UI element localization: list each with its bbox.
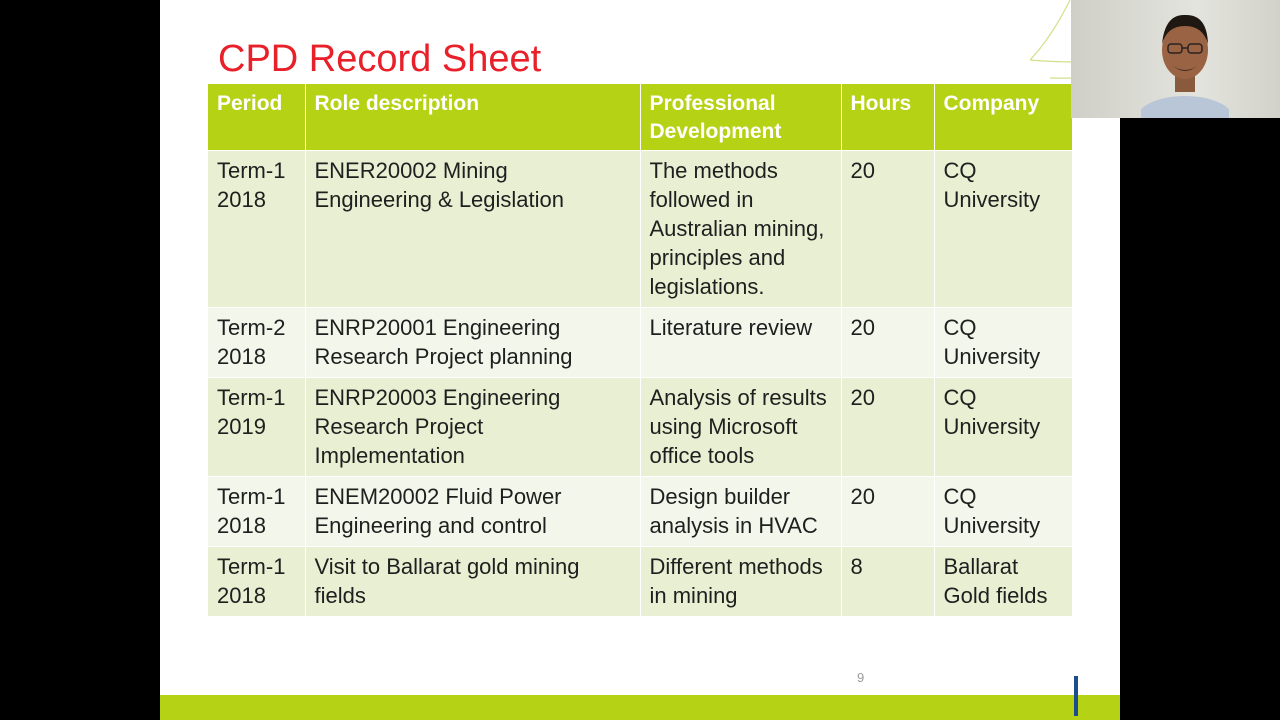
- footer-accent-bar: [160, 695, 1120, 720]
- webcam-overlay: [1071, 0, 1280, 118]
- cell-role: ENER20002 Mining Engineering & Legislati…: [305, 150, 641, 308]
- cell-company: CQ University: [934, 476, 1073, 547]
- cell-period: Term-1 2018: [208, 476, 306, 547]
- cell-period: Term-1 2018: [208, 546, 306, 617]
- table-header-row: Period Role description Professional Dev…: [208, 84, 1073, 151]
- header-hours: Hours: [841, 84, 935, 151]
- table-row: Term-1 2018 Visit to Ballarat gold minin…: [208, 546, 1073, 617]
- cell-period: Term-1 2018: [208, 150, 306, 308]
- cell-period: Term-1 2019: [208, 377, 306, 477]
- presentation-slide: CPD Record Sheet Period Role description…: [160, 0, 1120, 720]
- cell-role: ENRP20001 Engineering Research Project p…: [305, 307, 641, 378]
- cell-development: Design builder analysis in HVAC: [640, 476, 842, 547]
- cell-development: Analysis of results using Microsoft offi…: [640, 377, 842, 477]
- slide-page-number: 9: [857, 670, 865, 685]
- cell-role: Visit to Ballarat gold mining fields: [305, 546, 641, 617]
- footer-blue-mark: [1074, 676, 1078, 716]
- header-professional-development: Professional Development: [640, 84, 842, 151]
- header-company: Company: [934, 84, 1073, 151]
- table-row: Term-2 2018 ENRP20001 Engineering Resear…: [208, 307, 1073, 378]
- table-row: Term-1 2018 ENEM20002 Fluid Power Engine…: [208, 476, 1073, 547]
- cell-hours: 20: [841, 377, 935, 477]
- cell-role: ENRP20003 Engineering Research Project I…: [305, 377, 641, 477]
- cell-period: Term-2 2018: [208, 307, 306, 378]
- slide-title: CPD Record Sheet: [218, 38, 542, 80]
- cell-role: ENEM20002 Fluid Power Engineering and co…: [305, 476, 641, 547]
- presenter-video-icon: [1141, 14, 1229, 118]
- table-row: Term-1 2018 ENER20002 Mining Engineering…: [208, 150, 1073, 308]
- cell-hours: 8: [841, 546, 935, 617]
- header-role-description: Role description: [305, 84, 641, 151]
- cpd-record-table: Period Role description Professional Dev…: [208, 84, 1073, 617]
- cell-development: Different methods in mining: [640, 546, 842, 617]
- cell-hours: 20: [841, 307, 935, 378]
- cell-company: CQ University: [934, 377, 1073, 477]
- cell-company: CQ University: [934, 150, 1073, 308]
- cell-company: Ballarat Gold fields: [934, 546, 1073, 617]
- cell-company: CQ University: [934, 307, 1073, 378]
- cell-development: Literature review: [640, 307, 842, 378]
- cell-hours: 20: [841, 476, 935, 547]
- cell-hours: 20: [841, 150, 935, 308]
- table-row: Term-1 2019 ENRP20003 Engineering Resear…: [208, 377, 1073, 477]
- header-period: Period: [208, 84, 306, 151]
- cell-development: The methods followed in Australian minin…: [640, 150, 842, 308]
